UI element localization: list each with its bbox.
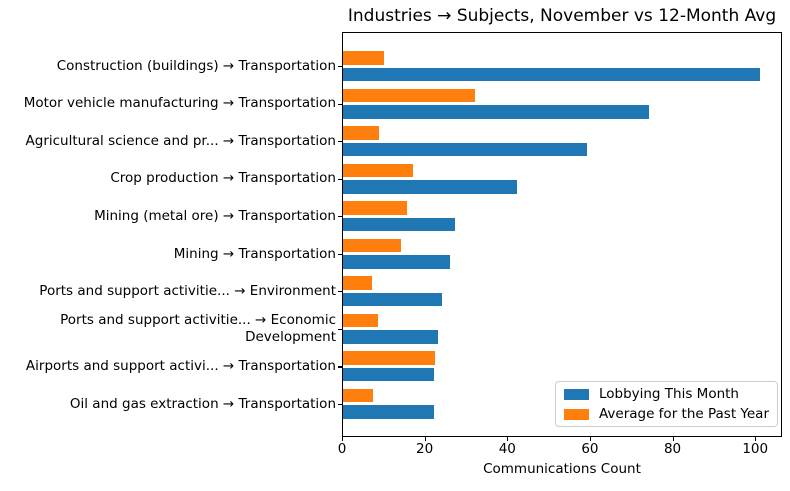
x-tick-label: 40 bbox=[498, 441, 516, 457]
bar-lobbying-this-month bbox=[343, 142, 587, 157]
y-tick bbox=[338, 403, 342, 406]
bar-average-past-year bbox=[343, 238, 401, 253]
category-label: Ports and support activitie... → Economi… bbox=[60, 312, 336, 345]
legend-item-lobbying-this-month: Lobbying This Month bbox=[563, 386, 769, 402]
category-label: Ports and support activitie... → Environ… bbox=[39, 283, 336, 300]
bar-lobbying-this-month bbox=[343, 67, 761, 81]
x-tick bbox=[507, 437, 509, 441]
bar-average-past-year bbox=[343, 88, 476, 103]
y-tick bbox=[338, 291, 342, 293]
x-tick bbox=[672, 437, 674, 441]
category-label: Agricultural science and pr... → Transpo… bbox=[25, 132, 336, 149]
y-tick bbox=[338, 141, 342, 143]
bar-average-past-year bbox=[343, 276, 372, 290]
x-tick bbox=[424, 437, 426, 441]
x-tick-label: 60 bbox=[581, 441, 599, 457]
bar-lobbying-this-month bbox=[343, 292, 443, 307]
legend-swatch-orange bbox=[563, 408, 589, 420]
bar-average-past-year bbox=[343, 126, 379, 140]
x-tick-label: 0 bbox=[337, 441, 347, 457]
y-tick bbox=[338, 178, 342, 180]
plot-area: Lobbying This Month Average for the Past… bbox=[342, 32, 782, 437]
y-tick bbox=[338, 216, 342, 218]
category-label: Motor vehicle manufacturing → Transporta… bbox=[23, 95, 336, 112]
category-label: Mining → Transportation bbox=[173, 245, 336, 262]
bar-lobbying-this-month bbox=[343, 105, 649, 119]
y-axis-labels: Construction (buildings) → Transportatio… bbox=[0, 0, 336, 491]
bar-lobbying-this-month bbox=[343, 330, 439, 344]
bar-lobbying-this-month bbox=[343, 367, 434, 382]
legend-label-lobbying-this-month: Lobbying This Month bbox=[598, 386, 739, 402]
x-tick bbox=[589, 437, 592, 441]
bar-average-past-year bbox=[343, 163, 414, 178]
bar-lobbying-this-month bbox=[343, 217, 455, 232]
legend-item-average-past-year: Average for the Past Year bbox=[563, 406, 769, 422]
bar-lobbying-this-month bbox=[343, 255, 451, 269]
category-label: Oil and gas extraction → Transportation bbox=[69, 395, 336, 412]
x-tick bbox=[342, 437, 344, 441]
legend-label-average-past-year: Average for the Past Year bbox=[598, 406, 769, 422]
bar-average-past-year bbox=[343, 51, 385, 65]
y-tick bbox=[338, 366, 342, 368]
y-tick bbox=[338, 328, 342, 331]
bar-lobbying-this-month bbox=[343, 405, 434, 419]
bar-average-past-year bbox=[343, 201, 408, 215]
legend: Lobbying This Month Average for the Past… bbox=[554, 381, 778, 427]
y-tick bbox=[338, 66, 342, 68]
bar-average-past-year bbox=[343, 313, 379, 328]
bar-average-past-year bbox=[343, 351, 436, 365]
bar-average-past-year bbox=[343, 388, 373, 403]
chart-title: Industries → Subjects, November vs 12-Mo… bbox=[347, 6, 777, 26]
x-tick-label: 80 bbox=[663, 441, 682, 457]
category-label: Mining (metal ore) → Transportation bbox=[94, 207, 336, 224]
category-label: Airports and support activi... → Transpo… bbox=[25, 358, 336, 375]
x-axis-label: Communications Count bbox=[483, 461, 641, 477]
x-tick-label: 20 bbox=[416, 441, 434, 457]
category-label: Crop production → Transportation bbox=[110, 170, 336, 187]
category-label: Construction (buildings) → Transportatio… bbox=[56, 57, 336, 74]
legend-swatch-blue bbox=[563, 388, 589, 400]
x-tick bbox=[755, 437, 757, 441]
bar-lobbying-this-month bbox=[343, 180, 517, 194]
y-tick bbox=[338, 253, 342, 255]
y-tick bbox=[338, 103, 342, 105]
x-tick-label: 100 bbox=[742, 441, 769, 457]
